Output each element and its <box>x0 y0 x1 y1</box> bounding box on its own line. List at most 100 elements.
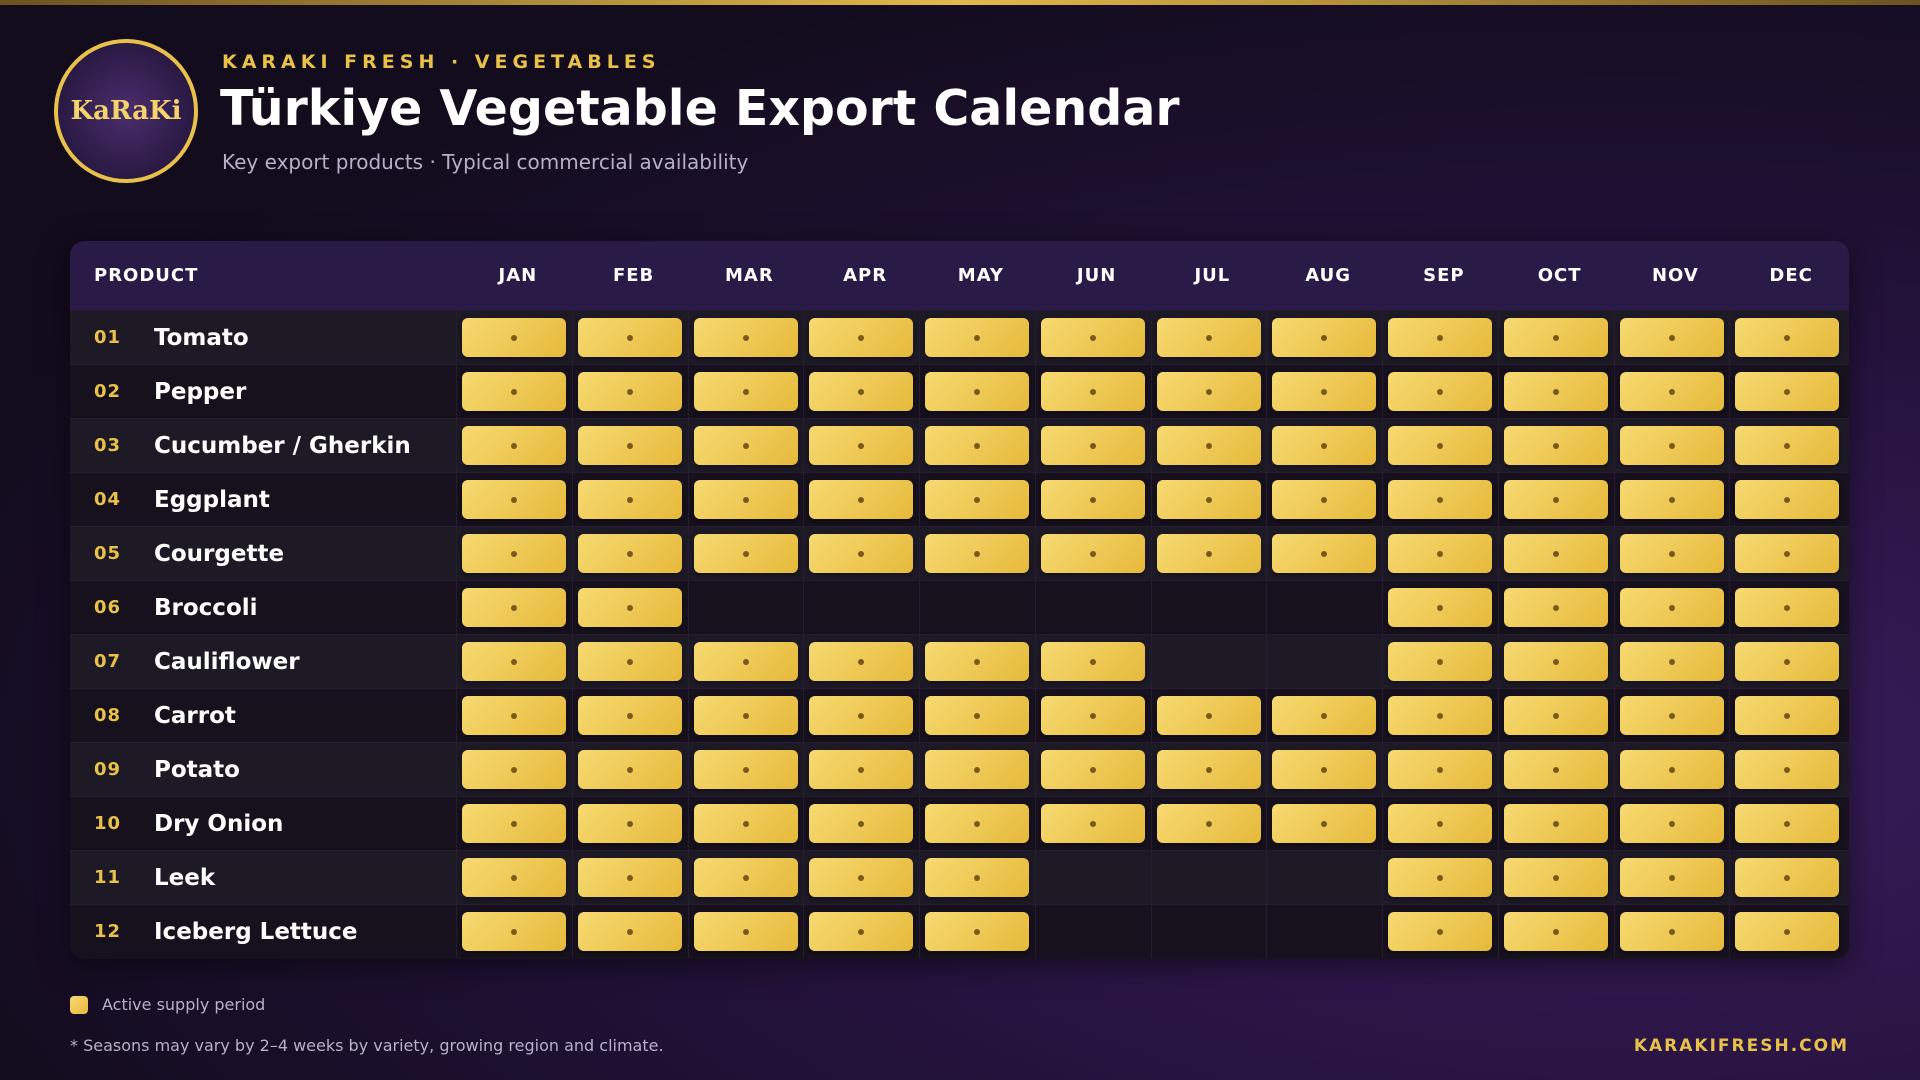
active-period <box>462 372 566 411</box>
month-cell <box>1034 743 1151 796</box>
active-period <box>1156 480 1261 519</box>
product-name: Broccoli <box>154 595 258 621</box>
product-name: Leek <box>154 865 216 891</box>
month-cell <box>919 473 1035 526</box>
month-cell <box>1382 689 1498 742</box>
row-number: 03 <box>94 435 122 456</box>
month-cell <box>571 743 688 796</box>
month-cell <box>1729 743 1845 796</box>
active-period <box>925 480 1029 519</box>
month-cell <box>1266 311 1382 364</box>
active-period <box>577 534 682 573</box>
month-cell <box>1497 311 1614 364</box>
active-period <box>1735 804 1840 843</box>
month-cell <box>919 365 1035 418</box>
month-cell <box>687 311 804 364</box>
active-period <box>462 858 566 897</box>
active-period <box>925 534 1029 573</box>
active-period <box>809 372 914 411</box>
active-period <box>693 642 798 681</box>
product-name: Pepper <box>154 379 247 405</box>
month-cell <box>687 905 804 958</box>
month-cell <box>1613 635 1730 688</box>
month-cell <box>1497 581 1614 634</box>
active-period <box>1388 858 1492 897</box>
active-period <box>693 426 798 465</box>
active-period <box>577 696 682 735</box>
month-header: JUL <box>1194 265 1231 286</box>
month-cell <box>803 419 919 472</box>
active-period <box>1156 750 1261 789</box>
active-period <box>1735 858 1840 897</box>
active-period <box>462 588 566 627</box>
active-period <box>1735 426 1840 465</box>
month-cell <box>1382 905 1498 958</box>
month-cell <box>1034 581 1151 634</box>
active-period <box>1735 912 1840 951</box>
month-cell <box>1729 689 1845 742</box>
active-period <box>925 858 1029 897</box>
month-cell <box>1150 311 1267 364</box>
month-cell <box>1613 689 1730 742</box>
product-name: Carrot <box>154 703 236 729</box>
month-cell <box>1150 743 1267 796</box>
active-period <box>1040 696 1145 735</box>
month-cell <box>571 527 688 580</box>
month-cell <box>456 635 572 688</box>
product-name: Potato <box>154 757 240 783</box>
logo: KaRaKi <box>54 39 198 183</box>
active-period <box>693 696 798 735</box>
active-period <box>462 642 566 681</box>
month-header: MAR <box>725 265 774 286</box>
active-period <box>1619 534 1724 573</box>
row-number: 02 <box>94 381 122 402</box>
month-cell <box>1382 527 1498 580</box>
month-cell <box>919 743 1035 796</box>
month-header: OCT <box>1537 265 1582 286</box>
active-period <box>1388 372 1492 411</box>
month-cell <box>1729 311 1845 364</box>
product-name: Dry Onion <box>154 811 284 837</box>
subtitle: Key export products · Typical commercial… <box>222 150 749 174</box>
product-row: 06 Broccoli <box>70 580 1849 634</box>
active-period <box>693 750 798 789</box>
month-cell <box>1613 851 1730 904</box>
month-cell <box>1034 419 1151 472</box>
month-cell <box>1497 527 1614 580</box>
active-period <box>1619 912 1724 951</box>
month-cell <box>1382 311 1498 364</box>
active-period <box>1272 480 1377 519</box>
active-period <box>1388 642 1492 681</box>
product-name: Cucumber / Gherkin <box>154 433 411 459</box>
month-cell <box>1382 419 1498 472</box>
active-period <box>809 696 914 735</box>
active-period <box>1040 372 1145 411</box>
month-cell <box>687 635 804 688</box>
month-cell <box>919 581 1035 634</box>
month-header: JUN <box>1076 265 1117 286</box>
active-period <box>925 696 1029 735</box>
active-period <box>1503 912 1608 951</box>
active-period <box>809 912 914 951</box>
month-cell <box>1613 365 1730 418</box>
month-cell <box>1613 419 1730 472</box>
active-period <box>693 858 798 897</box>
month-cell <box>803 365 919 418</box>
month-cell <box>456 743 572 796</box>
active-period <box>809 804 914 843</box>
active-period <box>925 642 1029 681</box>
active-period <box>1619 426 1724 465</box>
product-name: Courgette <box>154 541 285 567</box>
row-number: 12 <box>94 921 122 942</box>
month-cell <box>919 689 1035 742</box>
active-period <box>1272 426 1377 465</box>
footnote: * Seasons may vary by 2–4 weeks by varie… <box>70 1036 664 1055</box>
product-row: 01 Tomato <box>70 310 1849 364</box>
active-period <box>1388 426 1492 465</box>
month-cell <box>803 635 919 688</box>
month-cell <box>1150 473 1267 526</box>
active-period <box>693 318 798 357</box>
active-period <box>1040 804 1145 843</box>
active-period <box>462 480 566 519</box>
active-period <box>1503 372 1608 411</box>
